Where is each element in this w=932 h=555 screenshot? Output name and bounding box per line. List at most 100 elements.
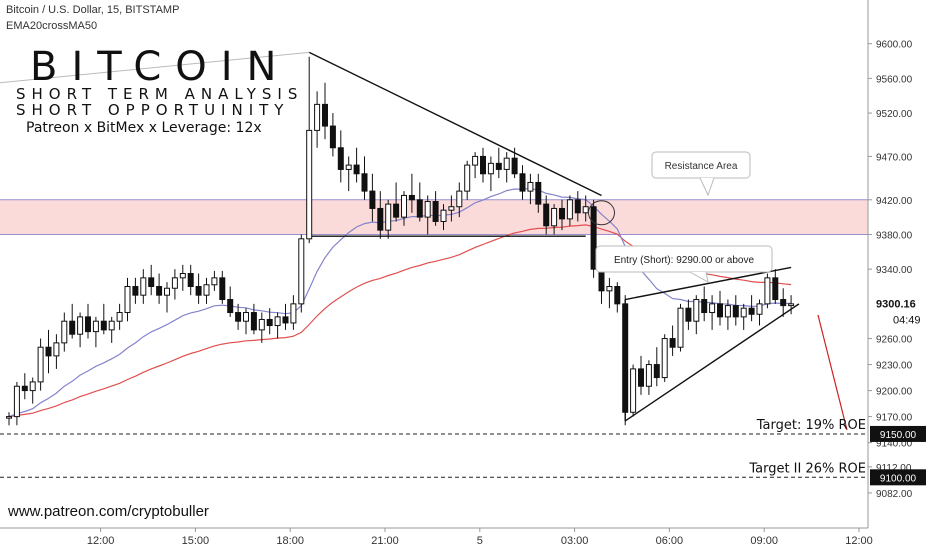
candle-up [740,307,747,318]
candle-up [709,303,716,314]
candle-up [306,129,313,240]
candle-up [551,207,558,227]
candle-up [764,277,771,305]
breakdown-circle [588,200,615,226]
candle-up [171,277,178,289]
price-tick-label: 9340.00 [876,265,913,276]
countdown-label: 04:49 [893,315,921,327]
candle-up [124,286,131,314]
price-tick-label: 9380.00 [876,230,913,241]
target-price-tag-1 [870,425,926,442]
candle-down [685,307,692,322]
candle-down [748,307,755,315]
candle-up [345,164,352,170]
wedge-upper-line [625,266,792,301]
candle-down [195,286,202,296]
candle-up [53,342,60,357]
candle-up [464,164,471,192]
candle-down [100,320,107,331]
candle-up [164,287,170,296]
website-link[interactable]: www.patreon.com/cryptobuller [8,503,209,520]
candle-down [377,207,384,231]
candle-up [645,364,652,387]
candle-up [203,284,210,296]
target-price-tag-2 [870,469,926,486]
price-tick-label: 9260.00 [876,335,913,346]
resistance-callout-pointer [699,177,715,197]
candle-up [116,312,123,322]
target-price-tag-label-2: 9100.00 [880,473,917,484]
candle-down [156,286,163,296]
candle-up [606,286,613,292]
candle-up [566,199,573,220]
candle-up [37,346,44,383]
candle-down [543,203,550,227]
candle-down [329,125,336,149]
candle-down [590,206,597,270]
candle-up [13,385,20,418]
candle-down [416,199,423,218]
candle-down [701,299,708,314]
time-tick-label: 06:00 [656,535,684,547]
candle-up [582,206,589,214]
overlay-subtitle-3: Patreon x BitMex x Leverage: 12x [26,120,262,136]
price-tick-label: 9560.00 [876,74,913,85]
candle-up [274,316,281,327]
candle-down [519,173,526,192]
candle-down [369,190,376,209]
candle-up [448,206,455,211]
candle-up [487,162,494,175]
price-tick-label: 9230.00 [876,361,913,372]
candle-down [235,312,242,322]
candle-down [559,207,565,220]
time-axis-layer: 12:00 15:00 18:00 21:00 5 03:00 06:00 09:00 12:0… [0,527,873,547]
candle-down [266,318,273,327]
candle-down [614,286,621,305]
candle-down [393,203,400,218]
price-tick-label: 9420.00 [876,196,913,207]
candle-up [693,299,700,322]
candle-up [258,318,265,331]
candle-up [6,416,12,419]
projection-line [817,314,848,431]
entry-callout-box [595,245,773,273]
candle-up [472,155,479,166]
candle-down [732,305,739,318]
candle-down [322,103,328,127]
time-tick-label: 09:00 [750,535,778,547]
candle-down [669,338,676,348]
candle-down [132,286,139,296]
candles-layer [6,56,795,426]
candle-down [408,194,415,201]
candle-down [227,299,234,314]
candle-up [61,320,68,344]
time-tick-label: 15:00 [182,535,210,547]
candle-down [45,346,52,357]
time-tick-label: 18:00 [276,535,304,547]
candle-up [630,368,637,413]
price-tick-label: 9170.00 [876,413,913,424]
candle-down [432,201,439,222]
candle-down [187,273,194,288]
candle-down [282,316,289,324]
candle-up [314,103,321,131]
candle-up [179,273,186,279]
candle-up [440,209,447,222]
candle-down [638,368,644,387]
candle-down [574,199,581,214]
overlay-subtitle-1: SHORT TERM ANALYSIS [16,85,304,103]
time-tick-label: 12:00 [845,535,873,547]
time-tick-label: 12:00 [87,535,115,547]
candle-up [92,320,99,333]
annotations-layer: Resistance Area Entry (Short): 9290.00 or… [0,151,868,478]
candle-down [361,173,368,192]
candle-up [724,305,731,318]
candle-up [503,157,510,170]
candle-down [250,312,257,331]
candle-up [290,303,297,324]
entry-callout-pointer [689,271,709,283]
price-tick-label: 9600.00 [876,40,913,51]
candle-up [788,303,795,307]
descending-resistance-line [308,51,602,197]
